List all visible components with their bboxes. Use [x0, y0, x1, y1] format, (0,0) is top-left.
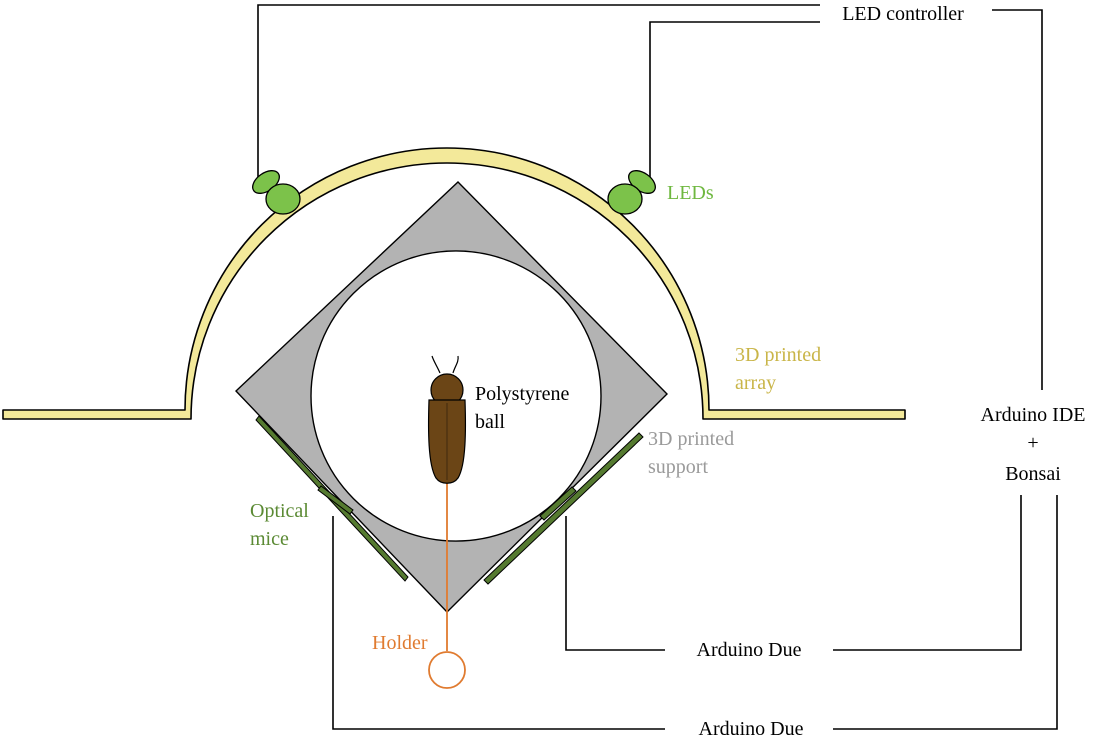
mice-label-line1: Optical [250, 500, 309, 522]
due2-to-ide-wire [833, 495, 1058, 730]
arduino-due-label-1: Arduino Due [697, 639, 802, 661]
due1-to-ide-wire [833, 495, 1022, 651]
holder-base [428, 651, 466, 689]
led-left [252, 170, 301, 215]
ide-label-line3: Bonsai [1005, 463, 1061, 485]
ide-label-line2: + [1027, 432, 1038, 454]
leds-label: LEDs [667, 182, 714, 204]
ball-label-line1: Polystyrene [475, 383, 570, 405]
led-right [607, 170, 656, 215]
mouse-wire-left [332, 516, 665, 730]
arduino-due-label-2: Arduino Due [699, 718, 804, 740]
printed-array [2, 147, 906, 420]
led-wire-left [257, 4, 820, 178]
array-label-line1: 3D printed [735, 344, 821, 366]
holder-label: Holder [372, 632, 428, 654]
led-controller-label: LED controller [842, 3, 964, 25]
controller-to-ide-wire [992, 9, 1043, 390]
support-label-line2: support [648, 456, 708, 478]
ide-label-line1: Arduino IDE [981, 404, 1086, 426]
array-label-line2: array [735, 372, 776, 394]
mouse-wire-right [565, 516, 665, 651]
led-wire-right [649, 21, 820, 178]
ball-label-line2: ball [475, 411, 505, 433]
support-label-line1: 3D printed [648, 428, 734, 450]
optical-mice-right [483, 432, 644, 585]
optical-mice-left [255, 415, 409, 582]
beetle [427, 355, 467, 484]
mice-label-line2: mice [250, 528, 289, 550]
